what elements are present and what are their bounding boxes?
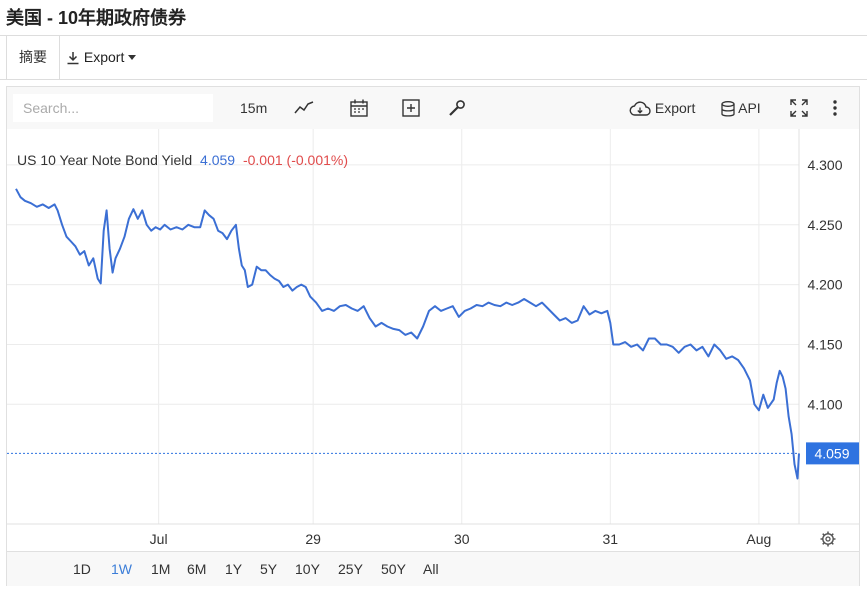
- range-button-25y[interactable]: 25Y: [338, 561, 363, 577]
- range-button-1y[interactable]: 1Y: [225, 561, 243, 577]
- header-divider: [0, 35, 867, 36]
- range-button-1w[interactable]: 1W: [111, 561, 132, 577]
- api-button-label: API: [738, 100, 761, 116]
- last-price-tag: 4.059: [806, 442, 859, 465]
- chart-legend: US 10 Year Note Bond Yield 4.059 -0.001 …: [17, 152, 348, 168]
- y-tick-label: 4.300: [807, 157, 842, 173]
- range-button-6m[interactable]: 6M: [187, 561, 207, 577]
- wrench-icon[interactable]: [447, 98, 467, 118]
- range-button-10y[interactable]: 10Y: [295, 561, 320, 577]
- chart-canvas[interactable]: 4.300 4.250 4.200 4.150 4.100 Jul 29 30 31 Aug 4…: [7, 129, 859, 551]
- interval-selector[interactable]: 15m: [240, 100, 268, 116]
- caret-down-icon: [128, 55, 137, 61]
- range-button-50y[interactable]: 50Y: [381, 561, 406, 577]
- export-dropdown[interactable]: Export: [66, 36, 137, 79]
- x-tick-label: Aug: [746, 531, 771, 547]
- gear-icon[interactable]: [820, 531, 836, 547]
- tabs-divider: [0, 79, 867, 80]
- export-button-label: Export: [654, 100, 696, 116]
- export-button[interactable]: Export: [629, 87, 695, 129]
- chart-toolbar: 15m Export: [7, 87, 859, 129]
- series-line: [15, 188, 800, 480]
- database-icon: [721, 101, 735, 117]
- line-chart-icon[interactable]: [294, 98, 314, 118]
- y-tick-label: 4.100: [807, 396, 842, 412]
- search-input[interactable]: [13, 94, 213, 122]
- range-button-1d[interactable]: 1D: [73, 561, 91, 577]
- x-tick-label: 30: [454, 531, 470, 547]
- x-tick-label: Jul: [150, 531, 168, 547]
- legend-value: 4.059: [200, 152, 235, 168]
- fullscreen-icon[interactable]: [789, 98, 809, 118]
- export-dropdown-label: Export: [83, 49, 125, 65]
- range-button-all[interactable]: All: [423, 561, 439, 577]
- range-button-5y[interactable]: 5Y: [260, 561, 278, 577]
- chart-panel: 15m Export: [6, 86, 860, 586]
- api-button[interactable]: API: [721, 87, 761, 129]
- y-tick-label: 4.200: [807, 277, 842, 293]
- x-tick-label: 31: [603, 531, 619, 547]
- cloud-download-icon: [629, 101, 651, 116]
- download-icon: [67, 52, 79, 65]
- calendar-icon[interactable]: [349, 98, 369, 118]
- time-range-bar: 1D 1W 1M 6M 1Y 5Y 10Y 25Y 50Y All: [7, 551, 859, 586]
- plus-box-icon[interactable]: [401, 98, 421, 118]
- more-vertical-icon[interactable]: [825, 98, 845, 118]
- tab-summary[interactable]: 摘要: [6, 36, 60, 79]
- x-tick-label: 29: [305, 531, 321, 547]
- page-title: 美国 - 10年期政府债券: [6, 8, 187, 28]
- legend-change: -0.001 (-0.001%): [243, 152, 348, 168]
- y-tick-label: 4.150: [807, 336, 842, 352]
- last-price-tag-bg: [806, 442, 859, 465]
- range-button-1m[interactable]: 1M: [151, 561, 171, 577]
- legend-series-name: US 10 Year Note Bond Yield: [17, 152, 192, 168]
- last-price-tag-label: 4.059: [814, 445, 849, 461]
- y-tick-label: 4.250: [807, 217, 842, 233]
